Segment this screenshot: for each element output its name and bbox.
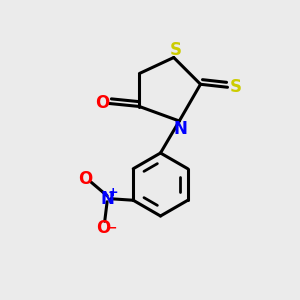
Text: O: O xyxy=(95,94,109,112)
Text: S: S xyxy=(170,41,182,59)
Text: O: O xyxy=(78,170,92,188)
Text: −: − xyxy=(106,221,117,234)
Text: S: S xyxy=(230,78,242,96)
Text: +: + xyxy=(108,186,118,199)
Text: O: O xyxy=(96,219,110,237)
Text: N: N xyxy=(174,120,188,138)
Text: N: N xyxy=(100,190,114,208)
